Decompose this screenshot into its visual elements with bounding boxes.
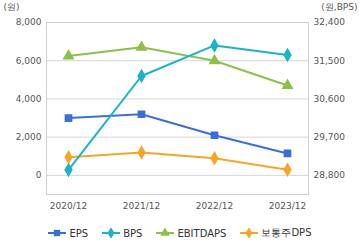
svg-text:(원): (원) — [4, 2, 20, 12]
svg-text:2,000: 2,000 — [16, 132, 42, 142]
html-text:EBITDAPS: EBITDAPS — [177, 227, 227, 239]
svg-text:2020/12: 2020/12 — [50, 201, 87, 211]
html-text:보통주DPS: 보통주DPS — [261, 227, 312, 238]
svg-text:28,800: 28,800 — [314, 170, 346, 180]
svg-text:30,600: 30,600 — [314, 94, 346, 104]
svg-text:32,400: 32,400 — [314, 17, 346, 27]
svg-text:0: 0 — [36, 170, 42, 180]
html-text:EPS: EPS — [69, 227, 89, 239]
svg-text:2021/12: 2021/12 — [123, 201, 160, 211]
svg-text:2022/12: 2022/12 — [196, 201, 233, 211]
svg-text:6,000: 6,000 — [16, 56, 42, 66]
svg-text:31,500: 31,500 — [314, 56, 346, 66]
svg-text:2023/12: 2023/12 — [269, 201, 306, 211]
svg-text:8,000: 8,000 — [16, 17, 42, 27]
svg-text:4,000: 4,000 — [16, 94, 42, 104]
svg-text:(원,BPS): (원,BPS) — [321, 2, 357, 12]
html-text:BPS: BPS — [123, 227, 143, 239]
svg-text:29,700: 29,700 — [314, 132, 346, 142]
